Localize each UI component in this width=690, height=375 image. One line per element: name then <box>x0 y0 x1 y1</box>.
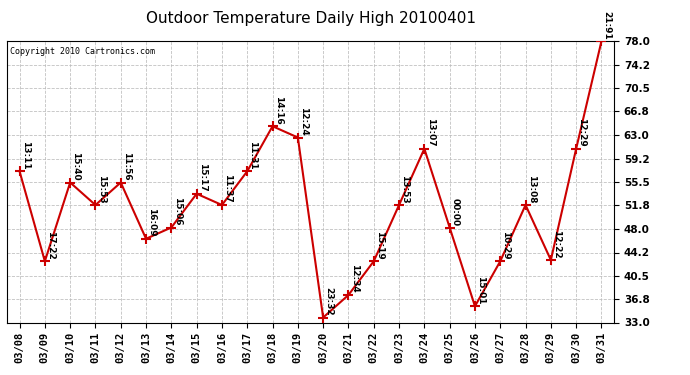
Text: 15:01: 15:01 <box>476 276 485 304</box>
Text: 11:37: 11:37 <box>224 174 233 203</box>
Text: 15:17: 15:17 <box>198 163 207 192</box>
Text: 15:40: 15:40 <box>72 152 81 181</box>
Text: 12:34: 12:34 <box>350 264 359 293</box>
Text: 12:24: 12:24 <box>299 107 308 136</box>
Text: 00:00: 00:00 <box>451 198 460 226</box>
Text: 11:31: 11:31 <box>248 141 257 170</box>
Text: 15:53: 15:53 <box>97 174 106 203</box>
Text: 17:22: 17:22 <box>46 231 55 260</box>
Text: 13:53: 13:53 <box>400 174 409 203</box>
Text: 15:19: 15:19 <box>375 231 384 260</box>
Text: 13:11: 13:11 <box>21 141 30 170</box>
Text: 12:22: 12:22 <box>552 230 561 258</box>
Text: Outdoor Temperature Daily High 20100401: Outdoor Temperature Daily High 20100401 <box>146 11 475 26</box>
Text: 13:07: 13:07 <box>426 118 435 147</box>
Text: 11:56: 11:56 <box>122 152 131 181</box>
Text: 21:91: 21:91 <box>603 10 612 39</box>
Text: 12:29: 12:29 <box>578 118 586 147</box>
Text: 16:09: 16:09 <box>148 208 157 237</box>
Text: 10:29: 10:29 <box>502 231 511 260</box>
Text: 14:16: 14:16 <box>274 96 283 124</box>
Text: Copyright 2010 Cartronics.com: Copyright 2010 Cartronics.com <box>10 47 155 56</box>
Text: 15:06: 15:06 <box>172 197 181 226</box>
Text: 13:08: 13:08 <box>527 175 536 203</box>
Text: 23:32: 23:32 <box>324 287 333 316</box>
